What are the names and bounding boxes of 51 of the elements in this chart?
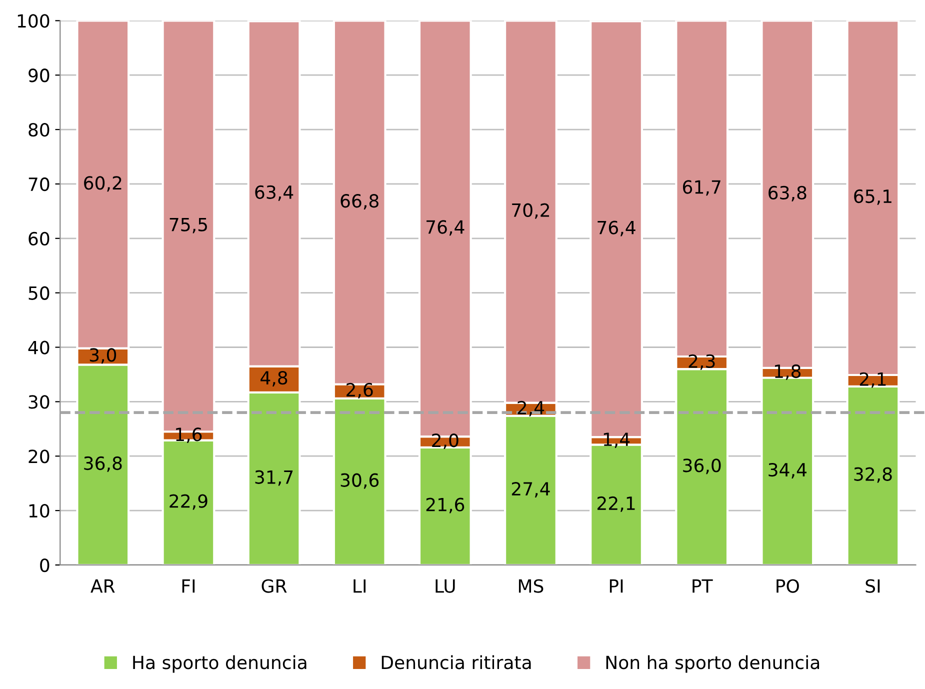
- data-label: 22,9: [170, 494, 208, 510]
- y-tick-label: 60: [28, 232, 50, 246]
- y-tick-label: 20: [28, 450, 50, 464]
- data-label: 76,4: [598, 220, 636, 236]
- data-label: 63,8: [768, 186, 806, 202]
- x-tick-label: MS: [518, 579, 544, 593]
- y-tick-label: 70: [28, 177, 50, 192]
- legend-label: Denuncia ritirata: [382, 655, 531, 670]
- y-tick-label: 40: [28, 340, 50, 354]
- data-label: 65,1: [854, 189, 892, 205]
- x-tick-label: LU: [436, 579, 455, 593]
- y-tick-label: 90: [28, 68, 50, 82]
- y-tick-label: 50: [28, 286, 50, 300]
- data-label: 31,7: [255, 470, 293, 486]
- data-label: 1,8: [775, 364, 801, 380]
- data-label: 32,8: [854, 467, 892, 483]
- data-label: 61,7: [683, 180, 720, 196]
- x-tick-label: PT: [692, 579, 713, 593]
- data-label: 27,4: [512, 482, 550, 498]
- data-label: 22,1: [598, 496, 635, 512]
- y-tick-label: 0: [40, 558, 50, 572]
- data-label: 66,8: [340, 194, 378, 210]
- data-label: 2,1: [860, 372, 886, 388]
- data-label: 2,0: [432, 434, 458, 450]
- data-label: 30,6: [340, 473, 379, 489]
- data-label: 2,6: [346, 382, 373, 398]
- data-label: 75,5: [170, 218, 207, 234]
- legend-label: Non ha sporto denuncia: [606, 655, 820, 673]
- x-tick-label: AR: [90, 579, 115, 593]
- y-tick-label: 100: [18, 14, 50, 28]
- x-tick-label: FI: [182, 579, 195, 593]
- data-label: 63,4: [255, 185, 294, 201]
- data-label: 36,8: [84, 456, 122, 472]
- x-tick-label: LI: [354, 579, 366, 593]
- data-label: 2,3: [688, 354, 715, 370]
- data-label: 4,8: [260, 370, 288, 386]
- x-tick-label: PI: [610, 579, 623, 593]
- data-label: 21,6: [426, 498, 464, 514]
- x-tick-label: PO: [776, 579, 799, 593]
- data-label: 3,0: [90, 348, 116, 364]
- x-tick-label: GR: [262, 579, 287, 593]
- x-tick-label: SI: [866, 579, 880, 593]
- y-tick-label: 80: [28, 122, 50, 137]
- legend-label: Ha sporto denuncia: [133, 655, 306, 673]
- data-label: 70,2: [512, 203, 550, 219]
- data-label: 60,2: [84, 176, 122, 192]
- y-tick-label: 10: [29, 504, 50, 518]
- data-label: 34,4: [768, 462, 806, 478]
- y-tick-label: 30: [28, 395, 50, 409]
- data-label: 36,0: [683, 458, 721, 474]
- data-label: 76,4: [426, 220, 464, 236]
